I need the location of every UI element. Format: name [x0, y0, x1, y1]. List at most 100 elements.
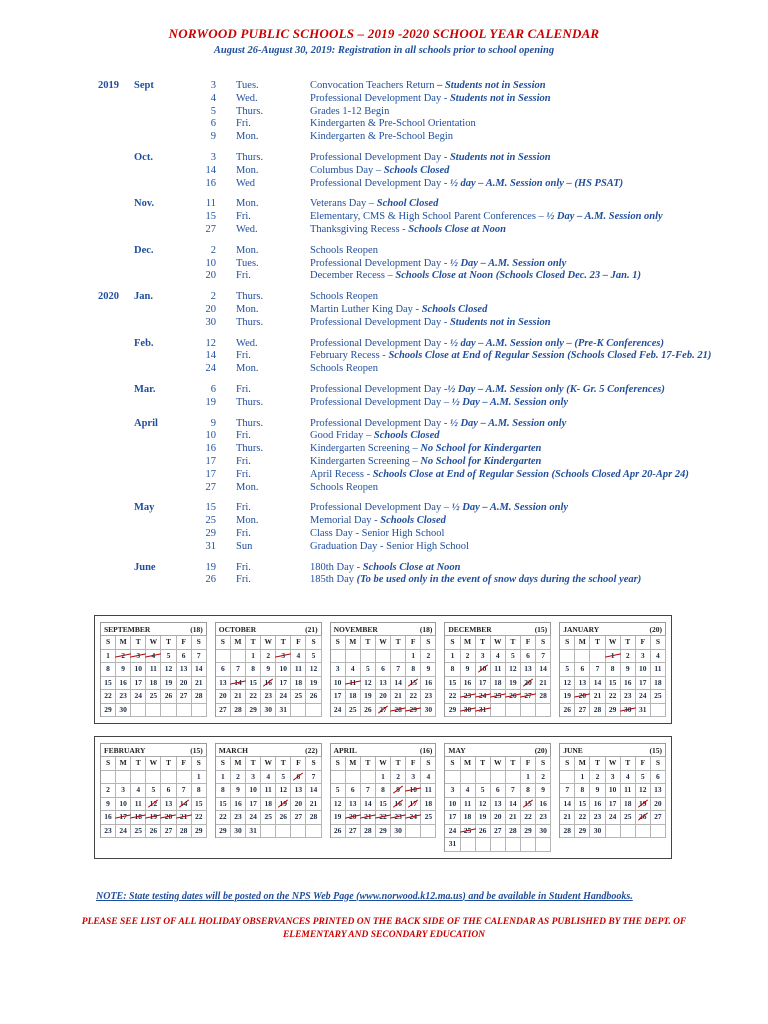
calendar-month-name: NOVEMBER [333, 625, 378, 635]
event-description: Kindergarten Screening – No School for K… [310, 443, 768, 456]
calendar-day-cell: 22 [605, 690, 621, 704]
calendar-day-cell: 11 [261, 784, 277, 798]
event-description: December Recess – Schools Close at Noon … [310, 270, 768, 283]
schedule-row: 14 Mon. Columbus Day – Schools Closed [98, 165, 768, 178]
month-label: Oct. [134, 151, 153, 163]
calendar-day-cell: 5 [330, 784, 346, 798]
calendar-day-cell: 23 [536, 811, 552, 825]
calendar-day-cell: 12 [635, 784, 651, 798]
calendar-day-cell: 4 [620, 770, 636, 785]
event-description: Class Day - Senior High School [310, 528, 768, 541]
calendar-grid: S M T W T F S 1 2 3 4 5 6 7 8 9 10 11 12 13 14 15 16 17 18 19 20 21… [444, 635, 552, 718]
year-label [98, 418, 134, 431]
calendar-weekday-header: S [421, 636, 437, 650]
calendar-day-cell: 22 [575, 811, 591, 825]
calendar-day-cell: 27 [575, 703, 591, 718]
calendar-day-cell [146, 703, 162, 718]
calendar-weekday-header: S [560, 636, 576, 650]
calendar-grid: S M T W T F S 1 2 3 4 5 6 7 8 9 10 11 12 13 14 15 16 17 18 19 20 21… [559, 756, 666, 839]
mini-calendars-row-2: FEBRUARY (15) S M T W T F S 1 2 3 4 5 6 7 8 9 10 11 12 13 14 15… [94, 736, 672, 859]
calendar-day-cell [536, 838, 552, 852]
year-label [98, 574, 134, 587]
month-label [134, 363, 194, 376]
calendar-day-cell: 17 [246, 797, 262, 812]
calendar-weekday-header: S [536, 757, 552, 771]
schedule-row: Mar. 6 Fri. Professional Development Day -½… [98, 384, 768, 397]
nps-web-page-link[interactable]: www.norwood.k12.ma.us [359, 890, 463, 902]
event-description: Convocation Teachers Return – Students n… [310, 80, 768, 93]
calendar-weekday-header: M [345, 757, 361, 771]
event-day: 11 [205, 198, 216, 210]
calendar-day-cell: 8 [375, 784, 392, 798]
calendar-day-cell: 30 [536, 824, 552, 839]
event-text: Professional Development Day – [310, 396, 452, 408]
calendar-day-cell: 4 [131, 784, 147, 798]
calendar-day-cell: 31 [246, 824, 262, 839]
mini-calendar: JUNE (15) S M T W T F S 1 2 3 4 5 6 7 8 9 10 11 12 13 14 15 16 17… [559, 743, 666, 852]
event-emphasis: No School for Kindergarten [420, 443, 542, 455]
calendar-day-cell: 26 [505, 690, 521, 704]
calendar-day-cell: 27 [215, 703, 231, 718]
schedule-row: 9 Mon. Kindergarten & Pre-School Begin [98, 131, 768, 144]
calendar-day-cell: 19 [276, 797, 292, 812]
calendar-weekday-header: S [650, 757, 666, 771]
calendar-weekday-header: W [261, 636, 277, 650]
calendar-day-cell: 5 [161, 649, 177, 664]
event-text: Schools Reopen [310, 291, 378, 303]
calendar-day-cell: 24 [116, 824, 132, 839]
calendar-day-cell: 10 [330, 676, 346, 691]
schedule-row: 16 Wed Professional Development Day - ½ da… [98, 178, 768, 191]
event-emphasis: Schools Closed [380, 515, 446, 527]
calendar-day-cell: 31 [445, 838, 461, 852]
calendar-day-cell [360, 649, 376, 664]
calendar-day-count: (22) [305, 746, 318, 756]
month-label [134, 178, 194, 191]
year-label [98, 397, 134, 410]
event-weekday: Mon. [236, 363, 259, 375]
calendar-day-cell: 5 [306, 649, 322, 664]
calendar-day-cell [176, 703, 192, 718]
calendar-day-cell: 4 [261, 770, 277, 785]
calendar-day-cell: 13 [215, 676, 231, 691]
calendar-day-cell: 3 [445, 784, 461, 798]
calendar-day-cell: 25 [421, 811, 437, 825]
calendar-day-cell: 16 [620, 676, 636, 691]
calendar-day-cell: 11 [460, 797, 476, 812]
year-label [98, 482, 134, 495]
calendar-day-cell [650, 824, 666, 839]
schedule-row: 16 Thurs. Kindergarten Screening – No Scho… [98, 443, 768, 456]
month-label [134, 350, 194, 363]
calendar-grid: S M T W T F S 1 2 3 4 5 6 7 8 9 10 11 12 13 14 15 16 17 18 19 20 21… [100, 635, 207, 718]
calendar-day-cell [276, 824, 292, 839]
calendar-weekday-header: M [345, 636, 361, 650]
calendar-day-cell [375, 649, 392, 664]
calendar-day-cell: 8 [575, 784, 591, 798]
calendar-day-cell: 28 [391, 703, 407, 718]
calendar-weekday-header: T [475, 636, 491, 650]
calendar-day-count: (15) [649, 746, 662, 756]
schedule-row: April 9 Thurs. Professional Development Day… [98, 418, 768, 431]
event-weekday: Wed [236, 177, 255, 189]
calendar-day-cell: 6 [490, 784, 506, 798]
calendar-title: APRIL (16) [329, 743, 437, 757]
event-weekday: Thurs. [236, 316, 264, 328]
calendar-day-cell: 26 [475, 824, 491, 839]
calendar-day-cell: 30 [230, 824, 247, 839]
calendar-day-cell: 25 [146, 690, 162, 704]
calendar-day-cell: 15 [520, 797, 537, 812]
event-emphasis: Schools Close at Noon (Schools Closed De… [395, 270, 642, 282]
calendar-day-cell: 9 [101, 797, 117, 812]
calendar-day-cell [261, 824, 277, 839]
month-label: May [134, 502, 155, 514]
event-text: Schools Reopen [310, 363, 378, 375]
calendar-day-cell: 23 [391, 811, 407, 825]
calendar-weekday-header: W [146, 636, 162, 650]
calendar-weekday-header: S [560, 757, 576, 771]
calendar-day-cell: 24 [475, 690, 491, 704]
event-day: 16 [205, 443, 217, 455]
calendar-day-cell: 9 [391, 784, 407, 798]
calendar-day-cell: 7 [536, 649, 552, 664]
event-weekday: Mon. [236, 515, 259, 527]
calendar-day-cell: 1 [520, 770, 537, 785]
calendar-day-cell: 12 [146, 797, 162, 812]
